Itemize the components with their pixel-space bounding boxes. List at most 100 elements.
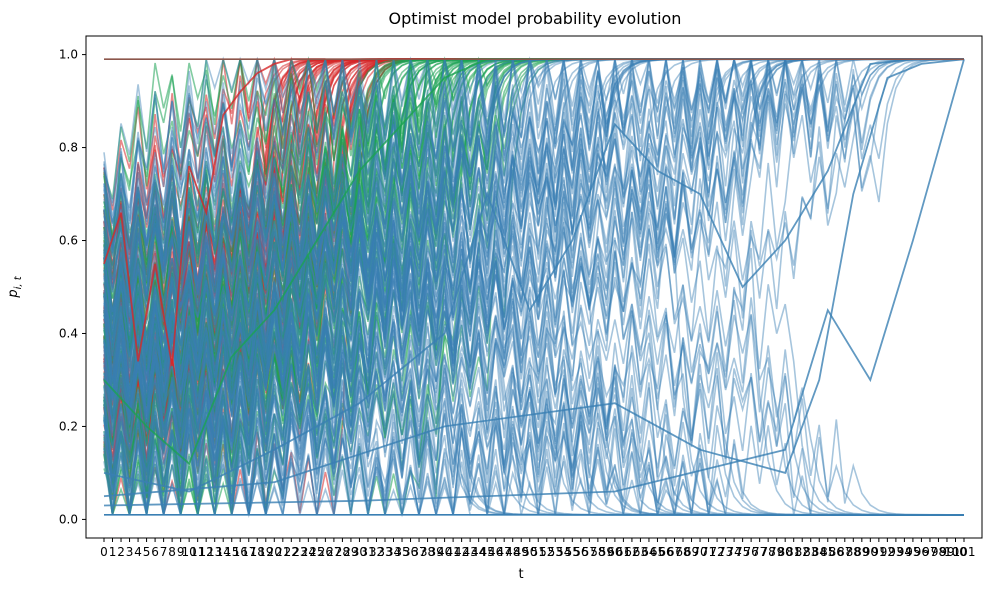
x-tick-label: 35 — [394, 545, 409, 559]
x-tick-label: 83 — [803, 545, 818, 559]
series-line-group-2-16 — [103, 58, 964, 450]
x-tick-label: 39 — [428, 545, 443, 559]
series-line-group-2-89 — [103, 58, 965, 479]
x-tick-label: 63 — [633, 545, 648, 559]
x-tick-label: 92 — [880, 545, 895, 559]
x-tick-label: 47 — [497, 545, 512, 559]
x-tick-label: 95 — [905, 545, 920, 559]
y-tick-label: 0.6 — [59, 234, 78, 248]
series-line-group-2-66 — [103, 286, 964, 516]
series-line-group-2-83 — [103, 58, 964, 480]
x-tick-label: 28 — [335, 545, 350, 559]
x-tick-label: 24 — [301, 545, 316, 559]
x-tick-label: 29 — [343, 545, 358, 559]
series-line-group-2-44 — [103, 58, 964, 467]
x-tick-label: 36 — [403, 545, 418, 559]
y-tick-label: 0.0 — [59, 512, 78, 526]
x-tick-label: 57 — [582, 545, 597, 559]
x-tick-label: 101 — [953, 545, 976, 559]
x-tick-label: 80 — [778, 545, 793, 559]
x-tick-label: 97 — [922, 545, 937, 559]
x-tick-label: 41 — [445, 545, 460, 559]
x-tick-label: 50 — [522, 545, 537, 559]
x-tick-label: 22 — [284, 545, 299, 559]
series-line-group-2-25 — [103, 58, 964, 383]
x-tick-label: 56 — [573, 545, 588, 559]
x-tick-label: 10 — [182, 545, 197, 559]
x-tick-label: 42 — [454, 545, 469, 559]
x-tick-label: 0 — [100, 545, 108, 559]
x-tick-label: 82 — [795, 545, 810, 559]
x-tick-label: 81 — [786, 545, 801, 559]
x-tick-label: 88 — [846, 545, 861, 559]
x-tick-label: 2 — [117, 545, 125, 559]
x-tick-label: 73 — [718, 545, 733, 559]
x-tick-label: 55 — [565, 545, 580, 559]
x-tick-label: 37 — [411, 545, 426, 559]
x-tick-label: 27 — [326, 545, 341, 559]
x-tick-label: 69 — [684, 545, 699, 559]
x-tick-label: 68 — [675, 545, 690, 559]
x-tick-label: 62 — [624, 545, 639, 559]
y-axis-label: pi, t — [6, 275, 24, 298]
x-axis: 0 1 2 3 4 5 6 7 8 9101112131415161718192021222324… — [100, 538, 975, 559]
x-tick-label: 77 — [752, 545, 767, 559]
y-axis-label-p: p — [6, 289, 21, 298]
chart-title: Optimist model probability evolution — [389, 9, 682, 28]
x-tick-label: 18 — [250, 545, 265, 559]
x-tick-label: 8 — [168, 545, 176, 559]
x-tick-label: 86 — [829, 545, 844, 559]
x-tick-label: 15 — [224, 545, 239, 559]
x-tick-label: 26 — [318, 545, 333, 559]
x-tick-label: 91 — [871, 545, 886, 559]
x-tick-label: 61 — [616, 545, 631, 559]
x-tick-label: 13 — [207, 545, 222, 559]
x-tick-label: 6 — [151, 545, 159, 559]
series-line-group-2-2 — [103, 237, 964, 516]
sample-series-line-2 — [103, 58, 964, 493]
x-tick-label: 96 — [914, 545, 929, 559]
series-line-group-2-1 — [103, 58, 964, 447]
x-tick-label: 16 — [233, 545, 248, 559]
x-tick-label: 4 — [134, 545, 142, 559]
series-line-group-2-58 — [103, 58, 964, 448]
x-tick-label: 53 — [548, 545, 563, 559]
x-tick-label: 89 — [854, 545, 869, 559]
x-tick-label: 21 — [275, 545, 290, 559]
x-tick-label: 45 — [480, 545, 495, 559]
x-tick-label: 38 — [420, 545, 435, 559]
series-line-group-2-7 — [103, 58, 964, 515]
x-tick-label: 49 — [514, 545, 529, 559]
x-tick-label: 3 — [126, 545, 134, 559]
x-tick-label: 67 — [667, 545, 682, 559]
series-layer — [103, 56, 965, 518]
series-line-group-2-51 — [103, 58, 964, 399]
x-tick-label: 1 — [109, 545, 117, 559]
sample-series-line-3 — [103, 58, 965, 498]
x-tick-label: 59 — [599, 545, 614, 559]
x-tick-label: 70 — [692, 545, 707, 559]
series-line-group-2-86 — [103, 58, 964, 518]
x-tick-label: 30 — [352, 545, 367, 559]
x-tick-label: 5 — [143, 545, 151, 559]
x-tick-label: 33 — [377, 545, 392, 559]
y-tick-label: 0.4 — [59, 326, 78, 340]
x-tick-label: 93 — [888, 545, 903, 559]
series-line-group-2-77 — [103, 58, 964, 291]
x-tick-label: 54 — [556, 545, 571, 559]
x-tick-label: 98 — [931, 545, 946, 559]
x-tick-label: 84 — [812, 545, 827, 559]
series-line-group-2-87 — [103, 58, 965, 381]
x-axis-label: t — [518, 567, 523, 582]
y-tick-label: 0.2 — [59, 419, 78, 433]
x-tick-label: 40 — [437, 545, 452, 559]
x-tick-label: 9 — [177, 545, 185, 559]
x-tick-label: 14 — [216, 545, 231, 559]
series-line-group-2-24 — [103, 236, 964, 516]
x-tick-label: 64 — [641, 545, 656, 559]
x-tick-label: 31 — [360, 545, 375, 559]
sample-series-line-4 — [103, 58, 965, 507]
x-tick-label: 51 — [531, 545, 546, 559]
x-tick-label: 7 — [160, 545, 168, 559]
